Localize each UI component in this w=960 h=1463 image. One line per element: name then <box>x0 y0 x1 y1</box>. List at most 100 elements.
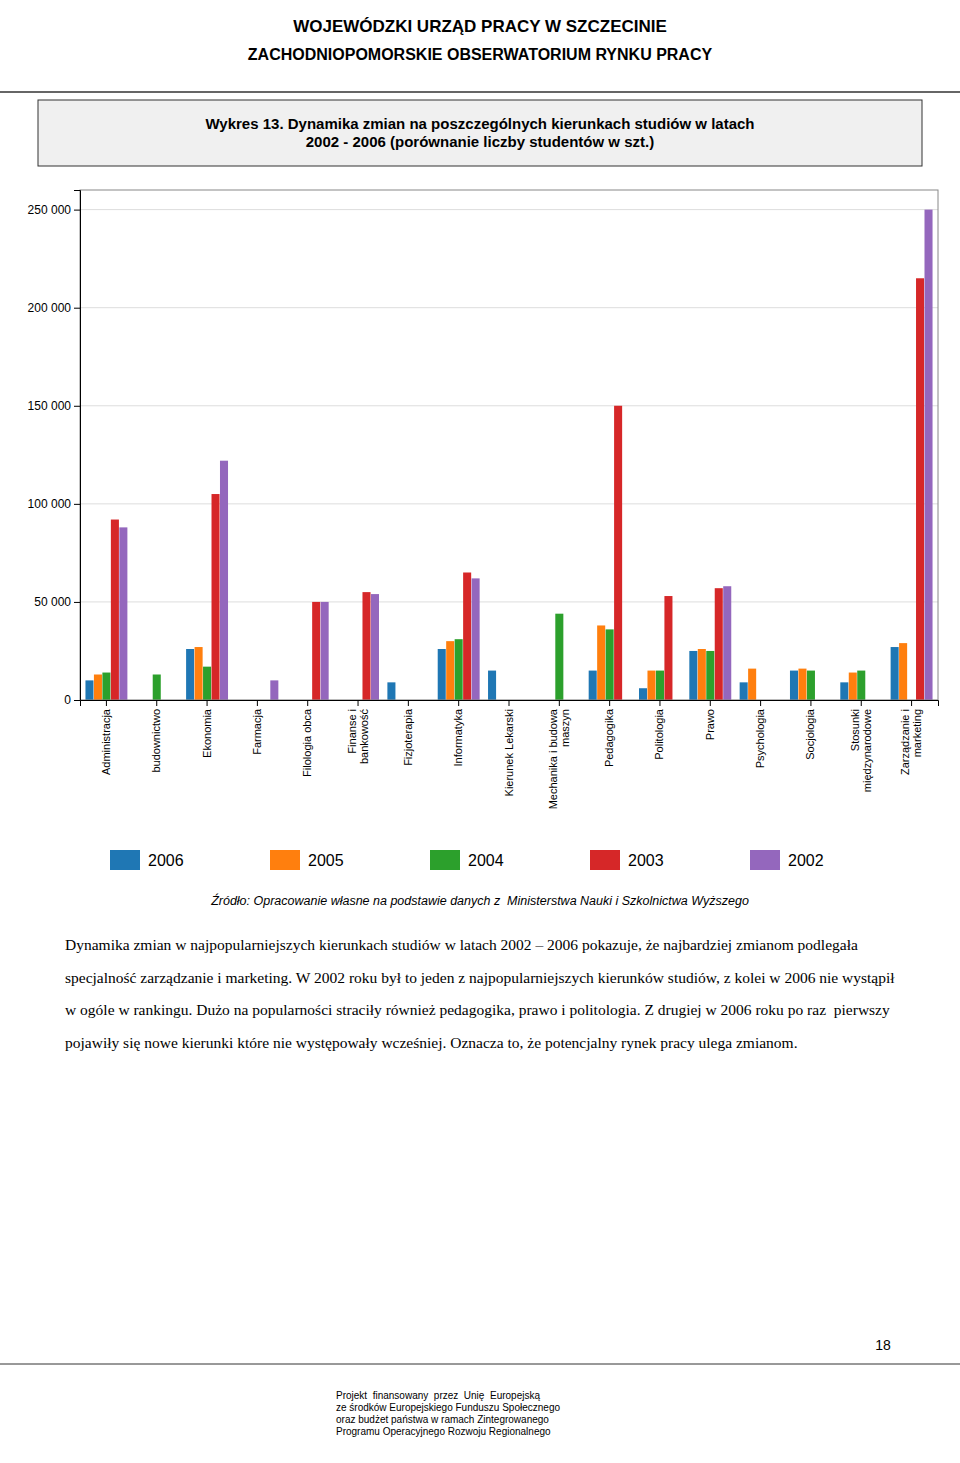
x-tick: Farmacja <box>251 700 263 755</box>
bar <box>664 596 672 700</box>
grid <box>80 210 938 700</box>
bar <box>790 671 798 700</box>
footer-rule <box>0 1364 960 1365</box>
x-tick-label: Socjologia <box>804 708 816 760</box>
x-tick-mark <box>509 700 510 706</box>
y-tick-mark <box>74 504 80 505</box>
x-tick-label: Stosunkimiędzynarodowe <box>849 709 873 792</box>
y-tick-mark <box>74 308 80 309</box>
bars <box>85 210 932 700</box>
bar <box>153 675 161 701</box>
x-tick-mark <box>207 700 208 706</box>
y-tick-label: 50 000 <box>34 595 71 609</box>
bar <box>849 673 857 700</box>
x-tick-label: Politologia <box>653 708 665 760</box>
bar <box>446 641 454 700</box>
bar <box>555 614 563 700</box>
bar <box>186 649 194 700</box>
bar <box>387 682 395 700</box>
grid-line <box>80 209 938 210</box>
bar <box>748 669 756 700</box>
bar <box>111 520 119 700</box>
bar <box>715 588 723 700</box>
y-tick-mark <box>74 700 80 701</box>
legend-label: 2005 <box>308 852 344 869</box>
x-tick-mark <box>710 700 711 706</box>
legend-label: 2006 <box>148 852 184 869</box>
x-tick-mark <box>358 700 359 706</box>
y-axis: 050 000100 000150 000200 000250 000 <box>28 191 81 708</box>
x-tick-label: Ekonomia <box>201 708 213 758</box>
legend-label: 2004 <box>468 852 504 869</box>
title-box: Wykres 13. Dynamika zmian na poszczególn… <box>38 100 922 166</box>
bar <box>639 688 647 700</box>
bar <box>195 647 203 700</box>
chart: 050 000100 000150 000200 000250 000Admin… <box>28 190 939 809</box>
x-tick: Psychologia <box>754 700 766 768</box>
x-tick-label: Prawo <box>704 709 716 740</box>
bar <box>203 667 211 700</box>
bar <box>647 671 655 700</box>
legend-swatch <box>430 850 460 870</box>
x-tick: Stosunkimiędzynarodowe <box>849 700 873 792</box>
body-text: Dynamika zmian w najpopularniejszych kie… <box>65 936 895 1051</box>
x-tick-mark <box>559 700 560 706</box>
y-tick: 250 000 <box>28 203 80 217</box>
bar <box>807 671 815 700</box>
x-tick: Pedagogika <box>603 700 615 767</box>
x-tick-mark <box>810 700 811 706</box>
x-axis: Administracja budownictwo Ekonomia Farmacja… <box>81 700 939 809</box>
x-tick: Politologia <box>653 700 665 760</box>
x-tick: budownictwo <box>150 700 162 773</box>
y-tick: 150 000 <box>28 399 80 413</box>
bar <box>438 649 446 700</box>
bar <box>312 602 320 700</box>
x-tick-label: Kierunek Lekarski <box>503 709 515 796</box>
bar <box>102 673 110 700</box>
x-tick-label: Informatyka <box>452 708 464 766</box>
footer-text: Projekt finansowany przez Unię Europejsk… <box>336 1390 560 1437</box>
x-tick-mark <box>257 700 258 706</box>
x-tick-mark <box>609 700 610 706</box>
y-tick: 50 000 <box>34 595 80 609</box>
x-tick: Filologia obca <box>301 700 313 777</box>
x-tick: Zarządzanie imarketing <box>899 700 923 775</box>
grid-line <box>80 405 938 406</box>
grid-line <box>80 503 938 504</box>
legend-swatch <box>110 850 140 870</box>
x-tick: Kierunek Lekarski <box>503 700 515 796</box>
grid-line <box>80 601 938 602</box>
x-tick-label: Farmacja <box>251 708 263 755</box>
header-line: ZACHODNIOPOMORSKIE OBSERWATORIUM RYNKU P… <box>248 46 713 63</box>
legend-swatch <box>590 850 620 870</box>
bar <box>706 651 714 700</box>
x-tick-label: Administracja <box>100 708 112 775</box>
x-axis-line <box>81 701 939 707</box>
bar <box>606 629 614 700</box>
y-axis-line <box>74 191 81 701</box>
x-tick-label: Finanse ibankowość <box>346 709 370 765</box>
bar <box>656 671 664 700</box>
bar <box>891 647 899 700</box>
y-tick-label: 0 <box>64 693 71 707</box>
chart-title: Wykres 13. Dynamika zmian na poszczególn… <box>205 115 754 150</box>
legend-swatch <box>270 850 300 870</box>
x-tick-mark <box>458 700 459 706</box>
x-tick-mark <box>861 700 862 706</box>
bar <box>463 573 471 701</box>
bar <box>371 594 379 700</box>
y-tick-label: 250 000 <box>28 203 72 217</box>
x-tick: Ekonomia <box>201 700 213 758</box>
y-tick: 200 000 <box>28 301 80 315</box>
bar <box>740 682 748 700</box>
y-tick: 0 <box>64 693 80 707</box>
bar <box>488 671 496 700</box>
bar <box>94 675 102 701</box>
x-tick-label: Mechanika i budowamaszyn <box>547 708 571 809</box>
bar <box>472 578 480 700</box>
bar <box>689 651 697 700</box>
legend-item: 2004 <box>430 850 504 870</box>
x-tick: Socjologia <box>804 700 816 760</box>
bar <box>212 494 220 700</box>
header-rule <box>0 91 960 93</box>
